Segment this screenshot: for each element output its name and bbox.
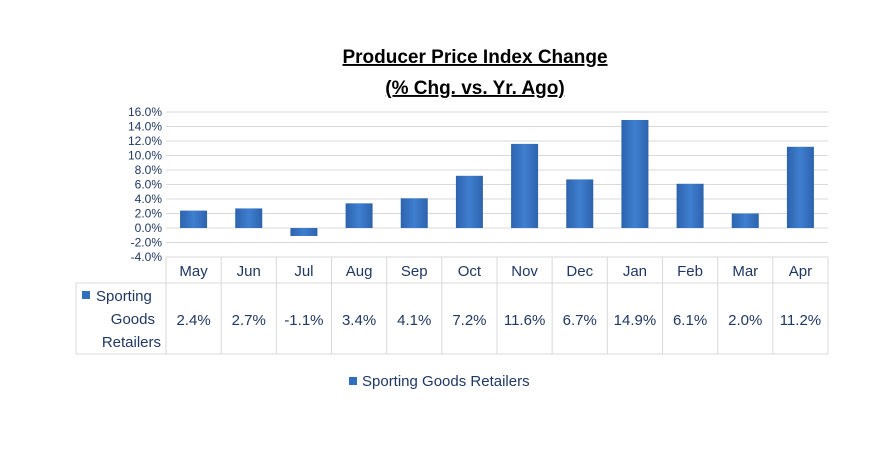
table-cell: 6.7% (563, 312, 597, 329)
y-tick-label: 0.0% (135, 221, 163, 235)
table-cell: -1.1% (284, 312, 323, 329)
bar-series (180, 119, 814, 236)
bar-mar (731, 213, 759, 228)
y-tick-label: 12.0% (128, 134, 162, 148)
category-label: May (179, 263, 208, 280)
table-cell: 2.0% (728, 312, 762, 329)
data-table: May Jun Jul Aug Sep Oct Nov Dec Jan Feb Mar Apr 2.4%… (75, 256, 829, 355)
category-label: Mar (732, 263, 758, 280)
y-tick-label: 16.0% (128, 105, 162, 119)
bar-apr (786, 146, 814, 228)
category-label: Jun (237, 263, 261, 280)
category-label: Feb (677, 263, 703, 280)
y-tick-label: -4.0% (131, 250, 163, 264)
row-legend-key (82, 291, 90, 299)
chart-subtitle: (% Chg. vs. Yr. Ago) (385, 78, 564, 99)
category-label: Apr (789, 263, 812, 280)
legend: Sporting Goods Retailers (349, 373, 530, 390)
table-cell: 2.7% (232, 312, 266, 329)
row-label: Sporting (96, 288, 152, 305)
bar-jan (621, 119, 649, 228)
table-cell: 6.1% (673, 312, 707, 329)
table-cell: 2.4% (176, 312, 210, 329)
category-label: Oct (458, 263, 482, 280)
category-label: Nov (511, 263, 538, 280)
y-tick-label: 14.0% (128, 120, 162, 134)
category-label: Dec (566, 263, 593, 280)
bar-jun (235, 208, 263, 228)
legend-label: Sporting Goods Retailers (362, 373, 530, 390)
bar-may (180, 210, 208, 228)
table-cell: 11.6% (504, 312, 545, 329)
category-label: Jul (294, 263, 313, 280)
bar-sep (400, 198, 428, 228)
y-axis: 16.0%14.0%12.0%10.0%8.0%6.0%4.0%2.0%0.0%… (128, 105, 162, 264)
legend-key (349, 377, 357, 385)
category-label: Jan (623, 263, 647, 280)
bar-oct (455, 175, 483, 228)
table-cell: 3.4% (342, 312, 376, 329)
table-cell: 14.9% (614, 312, 657, 329)
y-tick-label: 4.0% (135, 192, 163, 206)
y-tick-label: 10.0% (128, 149, 162, 163)
y-tick-label: -2.0% (131, 236, 163, 250)
chart-title: Producer Price Index Change (342, 47, 607, 68)
table-cell: 7.2% (452, 312, 486, 329)
row-label: Retailers (102, 334, 161, 351)
category-label: Sep (401, 263, 428, 280)
y-tick-label: 2.0% (135, 207, 163, 221)
category-label: Aug (346, 263, 373, 280)
bar-nov (511, 143, 539, 228)
gridlines (166, 111, 828, 258)
row-label: Goods (111, 311, 155, 328)
y-tick-label: 6.0% (135, 178, 163, 192)
bar-feb (676, 183, 704, 228)
table-cell: 11.2% (780, 312, 821, 329)
bar-aug (345, 203, 373, 228)
table-cell: 4.1% (397, 312, 431, 329)
bar-jul (290, 228, 318, 236)
bar-dec (566, 179, 594, 228)
y-tick-label: 8.0% (135, 163, 163, 177)
